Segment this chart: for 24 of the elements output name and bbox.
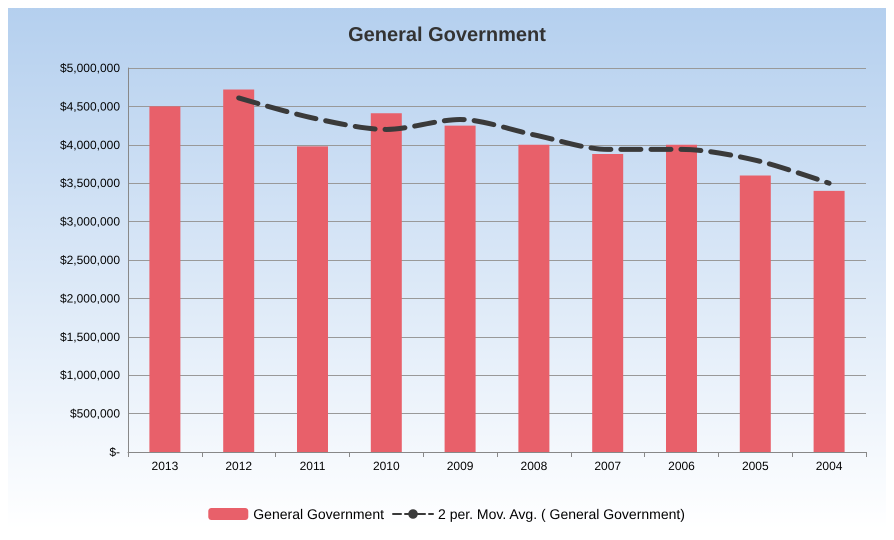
x-tick-label: 2010 xyxy=(372,459,400,473)
y-tick-label: $4,000,000 xyxy=(60,138,120,152)
y-tick-label: $500,000 xyxy=(70,406,120,421)
x-tick-label: 2005 xyxy=(742,459,769,473)
x-tick-label: 2013 xyxy=(152,459,179,473)
y-tick-label: $1,000,000 xyxy=(60,368,120,382)
y-tick-label: $3,500,000 xyxy=(60,176,120,190)
legend-label: General Government xyxy=(253,506,384,522)
legend-label: 2 per. Mov. Avg. ( General Government) xyxy=(438,506,685,522)
x-tick-label: 2007 xyxy=(594,459,622,473)
y-tick-label: $3,000,000 xyxy=(60,214,120,229)
x-tick-label: 2012 xyxy=(225,459,252,473)
y-tick-label: $4,500,000 xyxy=(60,99,120,114)
x-tick-label: 2008 xyxy=(520,459,548,473)
chart-title: General Government xyxy=(348,24,546,46)
y-tick-label: $5,000,000 xyxy=(60,61,120,75)
x-tick-label: 2004 xyxy=(816,459,843,473)
y-tick-label: $1,500,000 xyxy=(60,330,120,344)
y-tick-label: $2,500,000 xyxy=(60,253,120,267)
x-tick-label: 2009 xyxy=(446,459,474,473)
y-tick-label: $2,000,000 xyxy=(60,291,120,306)
x-tick-label: 2006 xyxy=(668,459,696,473)
x-tick-label: 2011 xyxy=(300,459,326,473)
y-tick-label: $- xyxy=(109,445,120,459)
